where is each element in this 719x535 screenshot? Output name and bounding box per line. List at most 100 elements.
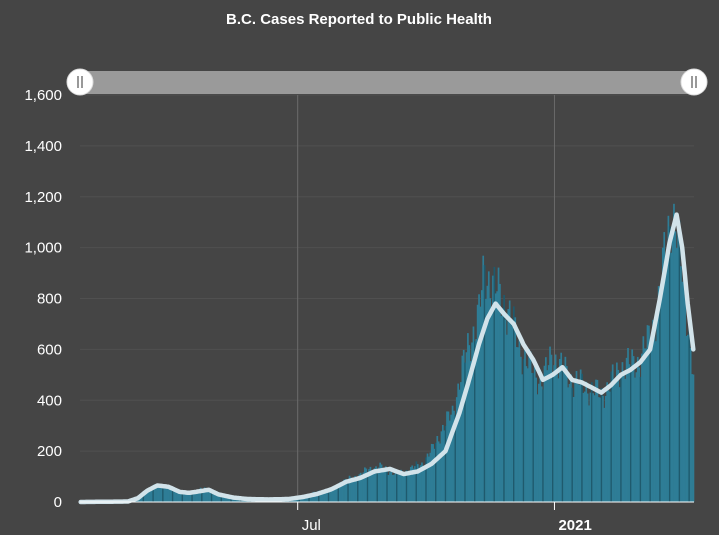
case-bar [403, 475, 405, 502]
case-bar [621, 362, 624, 502]
case-bar [531, 372, 533, 502]
case-bar [442, 424, 444, 502]
case-bar [585, 381, 588, 502]
case-bar [596, 379, 599, 502]
case-bar [166, 487, 169, 502]
case-bar [538, 383, 540, 502]
case-bar [415, 461, 418, 502]
case-bar [142, 494, 145, 502]
case-bar [416, 464, 419, 502]
case-bar [571, 387, 574, 502]
case-bar [423, 465, 426, 502]
case-bar [387, 474, 390, 502]
case-bar [590, 382, 593, 502]
case-bar [194, 491, 196, 502]
case-bar [233, 498, 235, 502]
case-bar [216, 493, 219, 502]
case-bar [322, 491, 324, 502]
case-bar [306, 494, 309, 502]
case-bar [430, 443, 433, 502]
case-bar [364, 467, 366, 502]
case-bar [546, 370, 549, 502]
case-bar [152, 485, 155, 502]
case-bar [313, 491, 316, 502]
handle-knob[interactable] [680, 68, 708, 96]
case-bar [337, 484, 340, 502]
case-bar [684, 296, 686, 502]
y-tick-label: 400 [37, 392, 62, 409]
case-bar [656, 313, 659, 502]
case-bar [599, 397, 602, 502]
case-bar [178, 491, 181, 502]
case-bar [675, 248, 678, 502]
case-bar [561, 370, 564, 502]
case-bar [503, 295, 505, 502]
case-bar [209, 489, 212, 502]
case-bar [678, 220, 681, 502]
range-navigator[interactable] [66, 68, 708, 96]
case-bar [436, 435, 439, 502]
case-bar [156, 486, 159, 502]
case-bar [475, 339, 478, 502]
case-bar [383, 467, 386, 502]
case-bar [180, 492, 182, 502]
case-bar [545, 357, 547, 502]
case-bar [357, 479, 359, 502]
case-bar [319, 491, 322, 502]
case-bar [486, 285, 489, 502]
case-bar [667, 215, 670, 503]
case-bar [533, 363, 536, 502]
case-bar [600, 388, 603, 502]
case-bar [191, 493, 194, 502]
case-bar [461, 355, 464, 502]
case-bar [230, 497, 233, 502]
case-bar [650, 342, 653, 502]
case-bar [352, 477, 355, 502]
case-bar [642, 336, 645, 502]
navigator-left-handle[interactable] [66, 68, 94, 96]
case-bar [472, 326, 475, 502]
case-bar [162, 486, 164, 502]
case-bar [344, 479, 347, 502]
case-bar [326, 491, 329, 502]
case-bar [455, 397, 458, 502]
case-bar [577, 383, 579, 502]
case-bar [201, 488, 203, 502]
case-bar [167, 486, 170, 502]
case-bar [632, 356, 635, 502]
case-bar [224, 496, 227, 502]
case-bar [419, 465, 422, 502]
case-bar [432, 444, 434, 502]
case-bar [375, 466, 377, 502]
case-bar [624, 378, 627, 502]
case-bar [351, 479, 354, 502]
case-bar [646, 325, 649, 502]
case-bar [440, 431, 443, 502]
case-bar [425, 457, 427, 502]
case-bar [469, 361, 472, 502]
case-bar [482, 255, 485, 502]
case-bar [340, 483, 343, 502]
case-bar [617, 369, 620, 502]
case-bar [196, 491, 199, 502]
case-bar [492, 275, 494, 502]
case-bar [550, 354, 553, 502]
case-bar [682, 270, 685, 502]
case-bar [593, 395, 596, 502]
case-bar [568, 383, 571, 502]
case-bar [532, 373, 535, 502]
case-bar [338, 482, 341, 502]
navigator-right-handle[interactable] [680, 68, 708, 96]
navigator-track[interactable] [80, 71, 694, 94]
case-bar [510, 324, 512, 502]
case-bar [212, 492, 214, 502]
handle-knob[interactable] [66, 68, 94, 96]
case-bar [223, 496, 226, 502]
case-bar [320, 492, 323, 502]
case-bar [215, 491, 217, 502]
case-bar [183, 492, 185, 502]
case-bar [565, 366, 568, 502]
case-bar [238, 499, 241, 502]
case-bar [643, 348, 646, 502]
case-bar [226, 496, 228, 502]
